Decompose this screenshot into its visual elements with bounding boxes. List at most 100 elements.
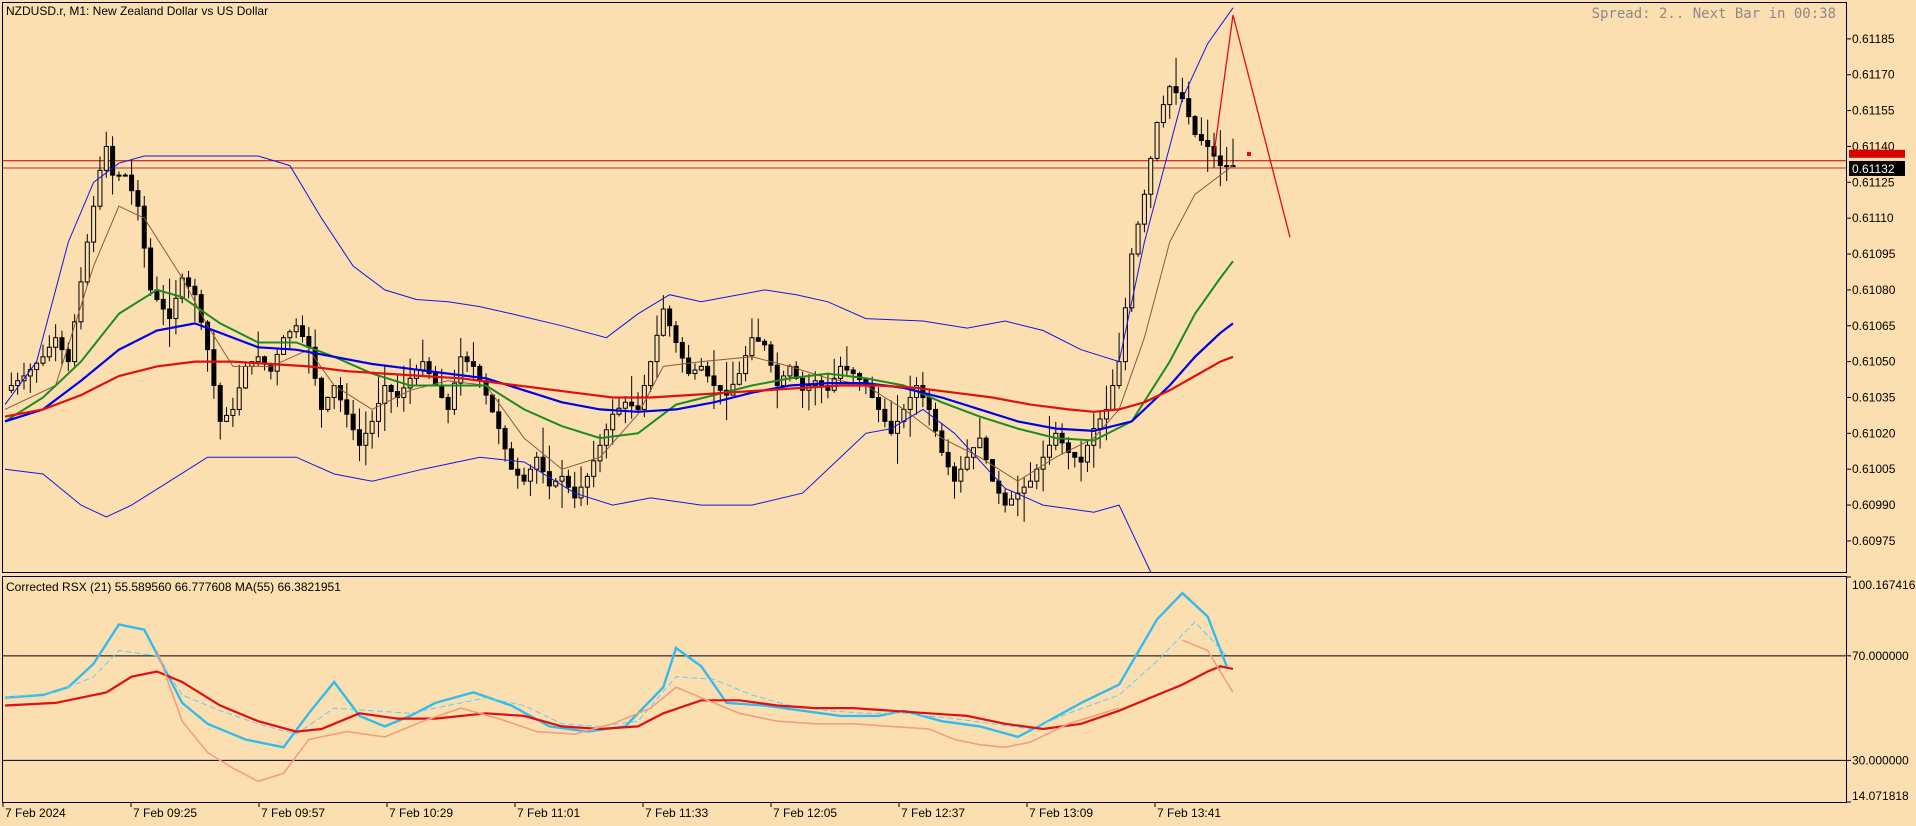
candle-body <box>407 377 413 389</box>
candle-body <box>217 385 223 422</box>
current-price-tag <box>1849 160 1905 176</box>
series-zigzag <box>1213 14 1291 238</box>
candle-body <box>306 336 312 348</box>
time-axis-label: 7 Feb 13:41 <box>1157 806 1221 820</box>
candle-body <box>426 361 432 375</box>
indicator-axis-label: 100.167416 <box>1852 578 1916 592</box>
candle-body <box>116 174 122 177</box>
series-ma-blue <box>4 322 1234 433</box>
candle-body <box>578 486 584 499</box>
candle-body <box>293 325 299 333</box>
candle-body <box>907 396 913 410</box>
candle-body <box>388 385 394 392</box>
price-axis-label: 0.61065 <box>1852 319 1896 333</box>
candle-body <box>211 349 217 387</box>
indicator-label: Corrected RSX (21) 55.589560 66.777608 M… <box>6 580 341 594</box>
candle-body <box>692 369 698 375</box>
candle-body <box>705 365 711 377</box>
candle-body <box>394 390 400 398</box>
candle-body <box>363 432 369 446</box>
series-ma-fast <box>4 165 1234 482</box>
time-axis-label: 7 Feb 12:05 <box>773 806 837 820</box>
rsx-series-rsx-ma <box>4 665 1234 733</box>
candle-body <box>255 356 261 363</box>
candle-body <box>654 334 660 363</box>
candle-body <box>230 408 236 416</box>
candle-body <box>945 451 951 468</box>
candle-body <box>1021 486 1027 494</box>
time-axis-label: 7 Feb 10:29 <box>389 806 453 820</box>
candle-body <box>648 361 654 387</box>
candle-body <box>926 396 932 410</box>
candle-body <box>78 281 84 323</box>
price-axis-label: 0.61050 <box>1852 355 1896 369</box>
candle-body <box>331 385 337 398</box>
candle-body <box>527 468 533 482</box>
candle-body <box>350 413 356 431</box>
time-axis-label: 7 Feb 13:09 <box>1029 806 1093 820</box>
candle-body <box>686 357 692 375</box>
time-axis-label: 7 Feb 12:37 <box>901 806 965 820</box>
time-axis-label: 7 Feb 11:01 <box>517 806 580 820</box>
candle-body <box>1116 361 1122 387</box>
candle-body <box>300 325 306 338</box>
candle-body <box>1002 492 1008 506</box>
candle-body <box>356 429 362 446</box>
candle-body <box>53 337 59 348</box>
candle-body <box>698 365 704 371</box>
candle-body <box>1141 193 1147 225</box>
candle-body <box>508 448 514 470</box>
candle-body <box>768 344 774 366</box>
price-axis-label: 0.61035 <box>1852 390 1896 404</box>
time-axis-label: 7 Feb 09:25 <box>133 806 197 820</box>
candle-body <box>1122 307 1128 363</box>
price-axis-label: 0.60990 <box>1852 498 1896 512</box>
candle-body <box>205 321 211 351</box>
candle-body <box>591 460 597 477</box>
candle-body <box>838 365 844 379</box>
candle-body <box>1091 428 1097 446</box>
candle-body <box>622 401 628 409</box>
candle-body <box>458 356 464 384</box>
price-plot[interactable] <box>3 7 1846 573</box>
candle-body <box>451 382 457 410</box>
candle-body <box>281 337 287 355</box>
candle-body <box>1205 139 1211 147</box>
rsx-series-rsx-alt2 <box>1182 639 1234 693</box>
candle-body <box>762 340 768 346</box>
candle-body <box>192 285 198 296</box>
candle-body <box>1097 418 1103 430</box>
candle-body <box>464 356 470 363</box>
candle-body <box>141 205 147 249</box>
candle-body <box>369 420 375 434</box>
price-marker <box>1247 152 1251 156</box>
indicator-panel-frame <box>2 576 1847 803</box>
candle-body <box>1015 492 1021 500</box>
candle-body <box>325 396 331 410</box>
candle-body <box>882 408 888 422</box>
candle-body <box>876 396 882 410</box>
candle-body <box>774 364 780 387</box>
candle-body <box>1110 385 1116 410</box>
candle-body <box>977 437 983 449</box>
price-axis-label: 0.61110 <box>1852 211 1894 225</box>
candle-body <box>1034 468 1040 482</box>
candle-body <box>489 394 495 413</box>
candle-body <box>1040 456 1046 470</box>
candle-body <box>236 387 242 410</box>
indicator-axis-label: 70.000000 <box>1852 649 1909 663</box>
candle-body <box>337 385 343 401</box>
candle-body <box>502 428 508 450</box>
candle-body <box>243 365 249 389</box>
candle-body <box>831 377 837 391</box>
candle-body <box>97 169 103 207</box>
candle-body <box>84 241 90 283</box>
candle-body <box>1154 122 1160 159</box>
candle-body <box>534 456 540 470</box>
candle-body <box>736 373 742 385</box>
indicator-plot[interactable] <box>3 591 1846 783</box>
candle-body <box>610 413 616 431</box>
candle-body <box>72 321 78 363</box>
candle-body <box>160 298 166 310</box>
